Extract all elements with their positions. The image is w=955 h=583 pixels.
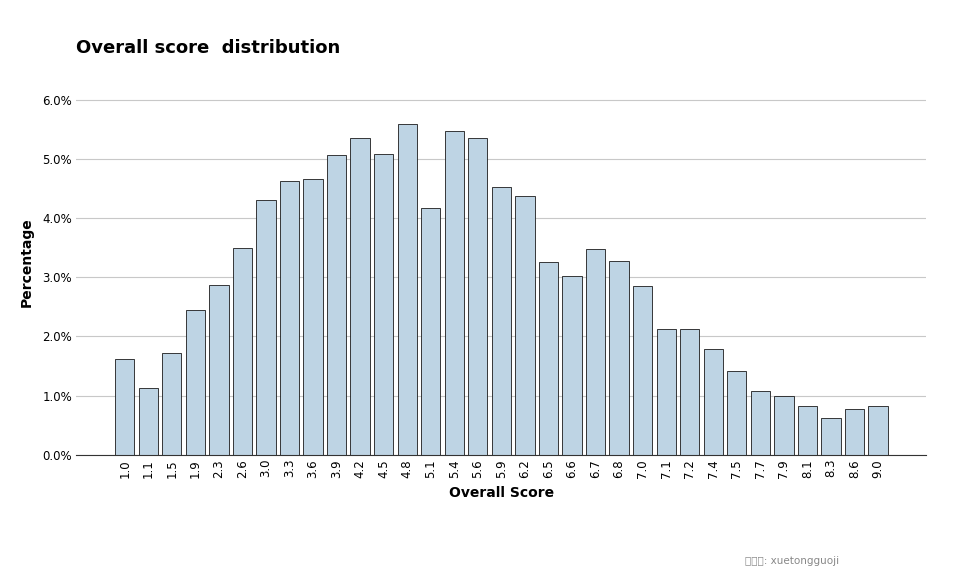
Bar <box>797 406 817 455</box>
Bar <box>727 371 747 455</box>
Bar <box>327 154 347 455</box>
Bar <box>162 353 181 455</box>
Bar <box>562 276 582 455</box>
Bar <box>280 181 299 455</box>
Text: Overall score  distribution: Overall score distribution <box>76 39 341 57</box>
Bar <box>609 261 628 455</box>
Bar <box>209 285 228 455</box>
Bar <box>421 208 440 455</box>
Bar <box>656 329 676 455</box>
Bar <box>845 409 864 455</box>
Bar <box>374 154 393 455</box>
Bar <box>445 131 464 455</box>
Bar <box>633 286 652 455</box>
Bar <box>868 406 888 455</box>
Y-axis label: Percentage: Percentage <box>20 217 34 307</box>
Bar <box>516 196 535 455</box>
Bar <box>468 138 487 455</box>
Bar <box>492 187 511 455</box>
Bar <box>704 349 723 455</box>
X-axis label: Overall Score: Overall Score <box>449 486 554 500</box>
Bar <box>233 248 252 455</box>
Bar <box>350 138 370 455</box>
Bar <box>680 329 699 455</box>
Bar <box>397 124 416 455</box>
Bar <box>751 391 770 455</box>
Bar <box>256 200 276 455</box>
Bar <box>304 180 323 455</box>
Text: 微信号: xuetongguoji: 微信号: xuetongguoji <box>745 556 839 566</box>
Bar <box>138 388 158 455</box>
Bar <box>115 359 135 455</box>
Bar <box>185 310 205 455</box>
Bar <box>586 249 605 455</box>
Bar <box>775 395 794 455</box>
Bar <box>821 418 840 455</box>
Bar <box>539 262 558 455</box>
